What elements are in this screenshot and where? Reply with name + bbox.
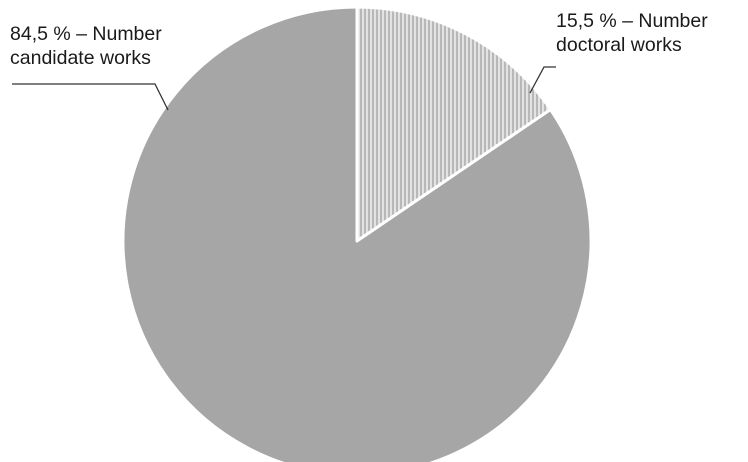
- leader-line-doctoral: [529, 66, 556, 94]
- slice-label-candidate: 84,5 % – Number candidate works: [10, 23, 162, 69]
- leader-line-candidate: [12, 83, 169, 111]
- leader-lines: [12, 66, 556, 111]
- slice-label-doctoral-line-2: doctoral works: [556, 34, 682, 56]
- pie-slices: [121, 5, 593, 462]
- slice-label-doctoral: 15,5 % – Number doctoral works: [556, 10, 708, 56]
- slice-labels: 15,5 % – Number doctoral works 84,5 % – Nu…: [10, 10, 708, 69]
- pie-slice-candidate: [121, 5, 593, 462]
- slice-label-doctoral-line-1: 15,5 % – Number: [556, 10, 708, 32]
- pie-slice-doctoral: [355, 5, 553, 243]
- slice-label-candidate-line-1: 84,5 % – Number: [10, 23, 162, 45]
- slice-label-candidate-line-2: candidate works: [10, 47, 151, 69]
